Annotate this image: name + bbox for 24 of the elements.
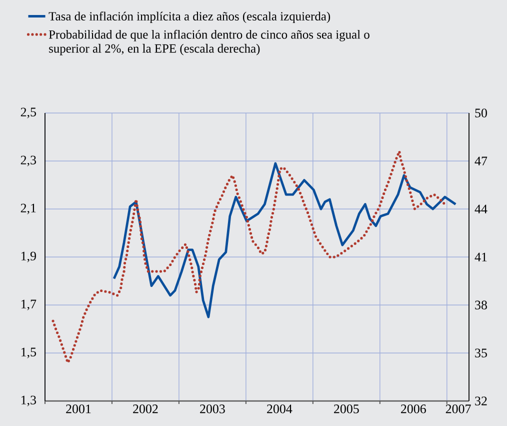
x-tick-label: 2002 (133, 404, 158, 414)
x-tick-label: 2007 (446, 404, 471, 414)
x-tick-label: 2005 (334, 404, 359, 414)
y2-tick-label: 38 (475, 300, 487, 310)
y2-tick-label: 41 (474, 252, 487, 262)
legend-label: Tasa de inflación implícita a diez años (escala izquierda) (48, 12, 330, 24)
legend-label: Probabilidad de que la inflación dentro de cinco años sea igual o superior al 2%, en la EPE (escala derecha) (48, 30, 370, 56)
x-tick-label: 2004 (267, 404, 292, 414)
y2-tick-label: 32 (475, 396, 487, 406)
y-tick-label: 1,3 (21, 396, 36, 406)
y-tick-label: 2,3 (20, 156, 36, 166)
y-tick-label: 1,9 (21, 252, 36, 262)
y-tick-label: 1,7 (21, 300, 36, 310)
y2-tick-label: 35 (475, 348, 487, 358)
x-tick-label: 2001 (66, 404, 91, 414)
line-series (112, 162, 457, 318)
y2-tick-label: 47 (474, 156, 488, 166)
y-tick-label: 1,5 (21, 348, 36, 358)
x-tick-label: 2006 (401, 404, 426, 414)
y-tick-label: 2,1 (20, 204, 36, 214)
y2-tick-label: 44 (474, 204, 488, 214)
x-tick-label: 2003 (200, 404, 225, 414)
y2-tick-label: 50 (475, 108, 487, 118)
y-tick-label: 2,5 (20, 108, 36, 118)
